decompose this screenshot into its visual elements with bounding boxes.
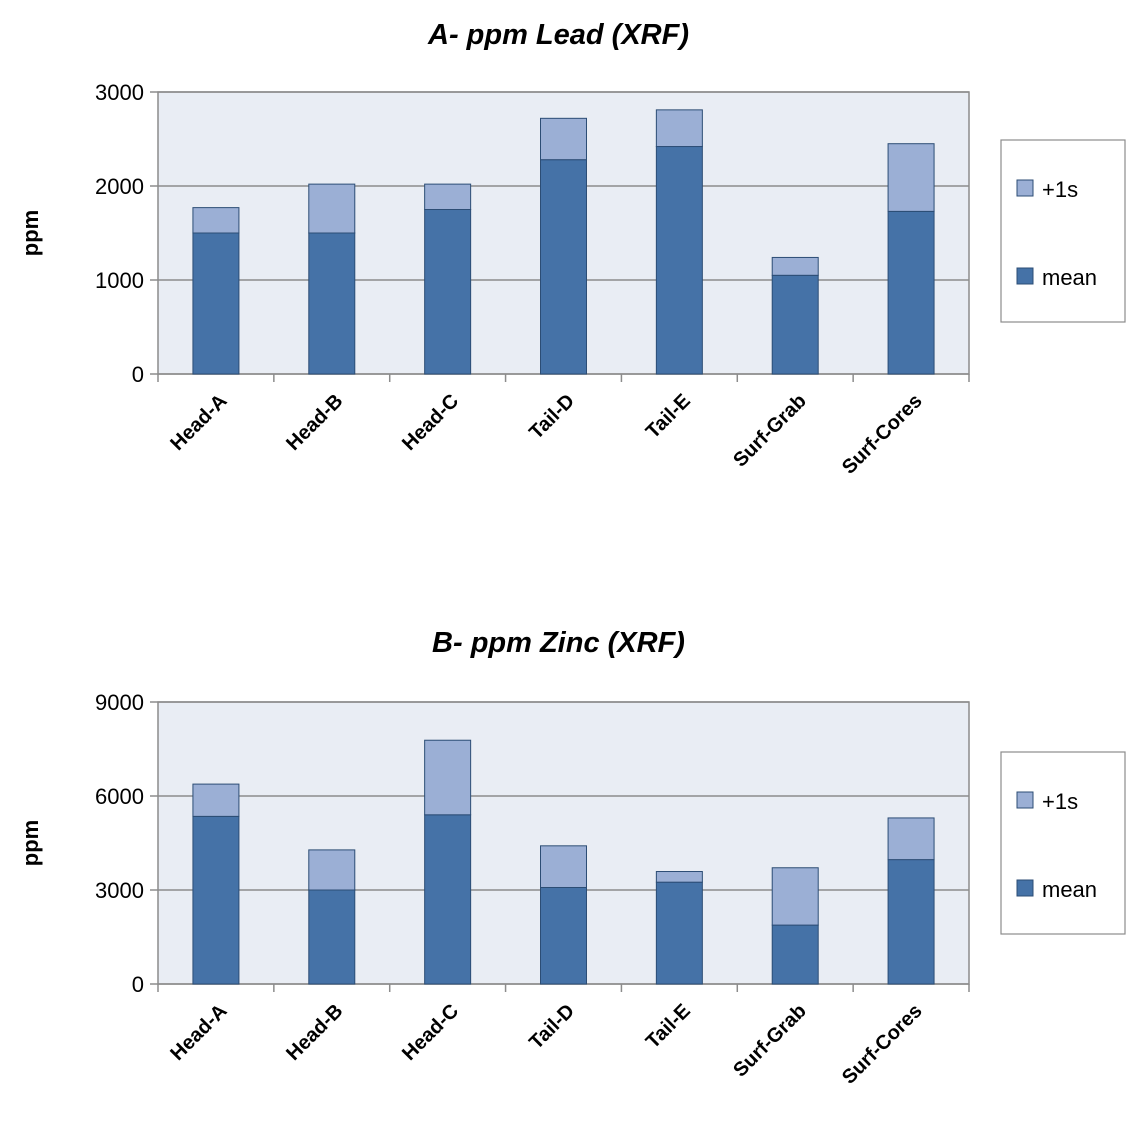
x-tick-label: Head-B — [282, 390, 347, 455]
bar-mean-Surf-Grab — [771, 924, 819, 985]
legend-label-mean: mean — [1042, 265, 1097, 290]
bar-+1s-Tail-D — [540, 117, 587, 161]
bar-mean-Tail-D — [540, 886, 587, 985]
y-tick-label: 2000 — [95, 174, 144, 199]
y-tick-label: 9000 — [95, 690, 144, 715]
y-tick-label: 3000 — [95, 80, 144, 105]
x-tick-label: Tail-D — [525, 390, 579, 444]
legend-swatch-mean — [1016, 267, 1034, 285]
y-tick-label: 6000 — [95, 784, 144, 809]
y-tick-label: 1000 — [95, 268, 144, 293]
bar-+1s-Head-C — [424, 739, 472, 816]
bar-+1s-Head-B — [308, 183, 356, 234]
bar-mean-Tail-D — [540, 159, 587, 375]
bar-mean-Surf-Cores — [887, 859, 935, 985]
bar-mean-Head-B — [308, 232, 356, 375]
bar-+1s-Tail-E — [655, 871, 703, 883]
bar-mean-Surf-Cores — [887, 210, 935, 375]
legend-box — [1000, 751, 1126, 935]
y-tick-label: 0 — [132, 362, 144, 387]
bar-+1s-Head-B — [308, 849, 356, 891]
x-tick-label: Head-C — [398, 390, 463, 455]
bar-+1s-Surf-Cores — [887, 817, 935, 861]
legend-box — [1000, 139, 1126, 323]
x-tick-label: Head-A — [166, 390, 231, 455]
x-tick-label: Surf-Cores — [838, 1000, 927, 1089]
bar-mean-Head-C — [424, 209, 472, 375]
x-tick-label: Tail-E — [642, 390, 695, 443]
bar-mean-Tail-E — [655, 881, 703, 985]
legend: +1s mean — [1000, 751, 1126, 935]
legend-swatch-+1s — [1016, 179, 1034, 197]
chart-title: A- ppm Lead (XRF) — [427, 19, 689, 51]
x-tick-label: Head-A — [166, 1000, 231, 1065]
bar-+1s-Head-A — [192, 207, 240, 234]
y-axis-label: ppm — [18, 820, 43, 866]
x-tick-label: Tail-E — [642, 1000, 695, 1053]
bar-+1s-Head-C — [424, 183, 472, 210]
legend-label-+1s: +1s — [1042, 789, 1078, 814]
bar-mean-Head-C — [424, 814, 472, 985]
bar-+1s-Tail-D — [540, 845, 587, 888]
bar-mean-Head-A — [192, 815, 240, 985]
bar-mean-Head-A — [192, 232, 240, 375]
x-tick-label: Head-C — [398, 1000, 463, 1065]
legend-label-+1s: +1s — [1042, 177, 1078, 202]
bar-+1s-Head-A — [192, 783, 240, 817]
legend-swatch-+1s — [1016, 791, 1034, 809]
bar-+1s-Surf-Grab — [771, 867, 819, 926]
x-tick-label: Surf-Cores — [838, 390, 927, 479]
bar-mean-Head-B — [308, 889, 356, 985]
bar-mean-Tail-E — [655, 146, 703, 375]
bar-+1s-Tail-E — [655, 109, 703, 148]
y-tick-label: 0 — [132, 972, 144, 997]
bar-+1s-Surf-Cores — [887, 143, 935, 212]
x-tick-label: Tail-D — [525, 1000, 579, 1054]
y-tick-label: 3000 — [95, 878, 144, 903]
x-tick-label: Head-B — [282, 1000, 347, 1065]
y-axis-label: ppm — [18, 210, 43, 256]
legend-label-mean: mean — [1042, 877, 1097, 902]
legend: +1s mean — [1000, 139, 1126, 323]
legend-swatch-mean — [1016, 879, 1034, 897]
chart-title: B- ppm Zinc (XRF) — [432, 627, 685, 659]
bar-mean-Surf-Grab — [771, 274, 819, 375]
bar-+1s-Surf-Grab — [771, 256, 819, 276]
x-tick-label: Surf-Grab — [729, 390, 811, 472]
x-tick-label: Surf-Grab — [729, 1000, 811, 1082]
chart-1: B- ppm Zinc (XRF) 0 3000 6000 9000 ppm Head-A H… — [18, 627, 1126, 1089]
chart-0: A- ppm Lead (XRF) 0 1000 2000 3000 ppm Head-A H… — [18, 19, 1126, 479]
